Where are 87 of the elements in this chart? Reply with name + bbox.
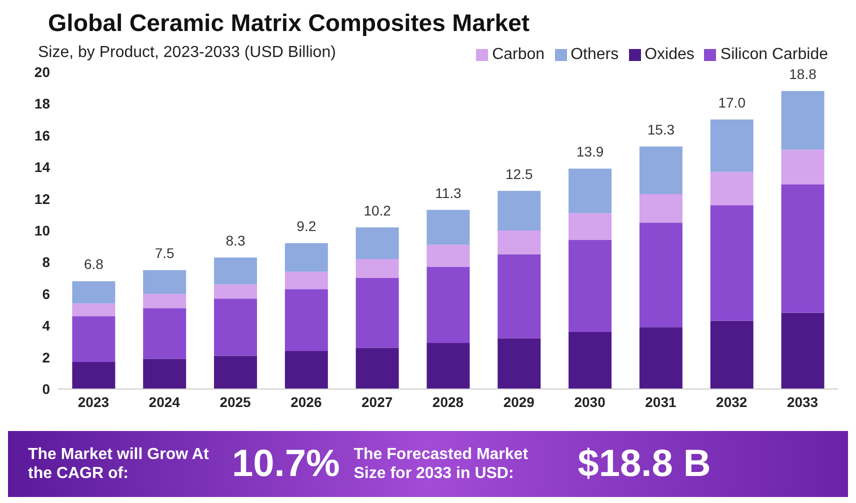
x-tick-label: 2023: [78, 394, 110, 410]
x-tick-label: 2032: [716, 394, 748, 410]
bar: [143, 294, 186, 308]
bar: [568, 240, 612, 332]
bar: [214, 284, 257, 299]
bar: [356, 259, 399, 278]
bar: [710, 172, 754, 206]
total-label: 11.3: [435, 184, 462, 201]
bar: [498, 338, 541, 389]
bar: [143, 308, 186, 359]
total-label: 12.5: [506, 166, 533, 182]
bar: [781, 91, 824, 150]
bar: [639, 222, 682, 328]
y-tick-label: 6: [42, 286, 50, 302]
y-tick-label: 0: [42, 380, 50, 397]
legend-label: Oxides: [644, 46, 694, 63]
bar: [639, 146, 682, 194]
x-tick-label: 2026: [290, 394, 322, 410]
bar: [284, 243, 328, 272]
x-tick-label: 2031: [645, 394, 677, 410]
bar: [284, 350, 328, 389]
bar: [284, 272, 328, 290]
bar: [568, 332, 612, 389]
bar: [356, 278, 399, 348]
y-tick-label: 10: [34, 222, 50, 238]
bar: [781, 312, 824, 389]
total-label: 10.2: [364, 202, 392, 218]
y-tick-label: 12: [34, 190, 50, 207]
y-tick-label: 18: [34, 96, 50, 112]
y-tick-label: 2: [42, 349, 50, 366]
x-tick-label: 2027: [362, 394, 393, 410]
total-label: 17.0: [718, 94, 746, 111]
bar: [498, 254, 541, 338]
chart-subtitle: Size, by Product, 2023-2033 (USD Billion): [37, 44, 336, 62]
y-tick-label: 8: [42, 254, 50, 270]
x-tick-label: 2024: [148, 394, 180, 410]
y-tick-label: 14: [34, 159, 50, 176]
text: $18.8 B: [578, 442, 711, 486]
total-label: 8.3: [226, 232, 246, 248]
legend-label: Others: [570, 46, 619, 63]
total-label: 6.8: [84, 256, 104, 272]
bar: [72, 281, 116, 304]
total-label: 15.3: [647, 121, 675, 138]
bar: [710, 320, 754, 389]
y-tick-label: 20: [34, 64, 50, 80]
x-tick-label: 2025: [220, 394, 252, 410]
bar: [639, 327, 682, 389]
text: The Forecasted Market Size for 2033 in USD:: [354, 445, 530, 483]
bar: [781, 184, 824, 313]
y-tick-label: 16: [34, 127, 50, 144]
legend-label: Carbon: [492, 46, 545, 63]
bar: [356, 227, 399, 260]
bar: [639, 194, 682, 223]
bar: [72, 303, 116, 316]
bar: [214, 356, 257, 389]
bar: [214, 257, 257, 284]
bar: [498, 190, 541, 230]
bar: [498, 230, 541, 254]
y-tick-label: 4: [42, 318, 50, 334]
bar: [426, 244, 470, 267]
bar: [426, 210, 470, 245]
bar: [426, 343, 470, 389]
bar: [143, 270, 186, 294]
chart-title: Global Ceramic Matrix Composites Market: [47, 9, 530, 38]
bar: [568, 168, 612, 214]
bar: [356, 348, 399, 389]
bar: [710, 205, 754, 321]
legend-label: Silicon Carbide: [720, 46, 828, 63]
x-tick-label: 2030: [574, 394, 606, 410]
bar: [568, 213, 612, 240]
x-tick-label: 2029: [503, 394, 535, 410]
bar: [426, 266, 470, 344]
total-label: 9.2: [296, 218, 316, 234]
bar: [710, 120, 754, 172]
bar: [781, 150, 824, 185]
total-label: 18.8: [789, 66, 817, 82]
text: 10.7%: [232, 442, 340, 486]
bar: [284, 289, 328, 351]
total-label: 13.9: [576, 144, 604, 160]
bar: [72, 362, 116, 389]
total-label: 7.5: [154, 245, 175, 262]
text: The Market will Grow At the CAGR of:: [28, 445, 210, 483]
x-tick-label: 2028: [432, 394, 464, 410]
x-tick-label: 2033: [786, 394, 818, 410]
bar: [214, 298, 257, 356]
bar: [72, 316, 116, 362]
bar: [143, 358, 186, 389]
